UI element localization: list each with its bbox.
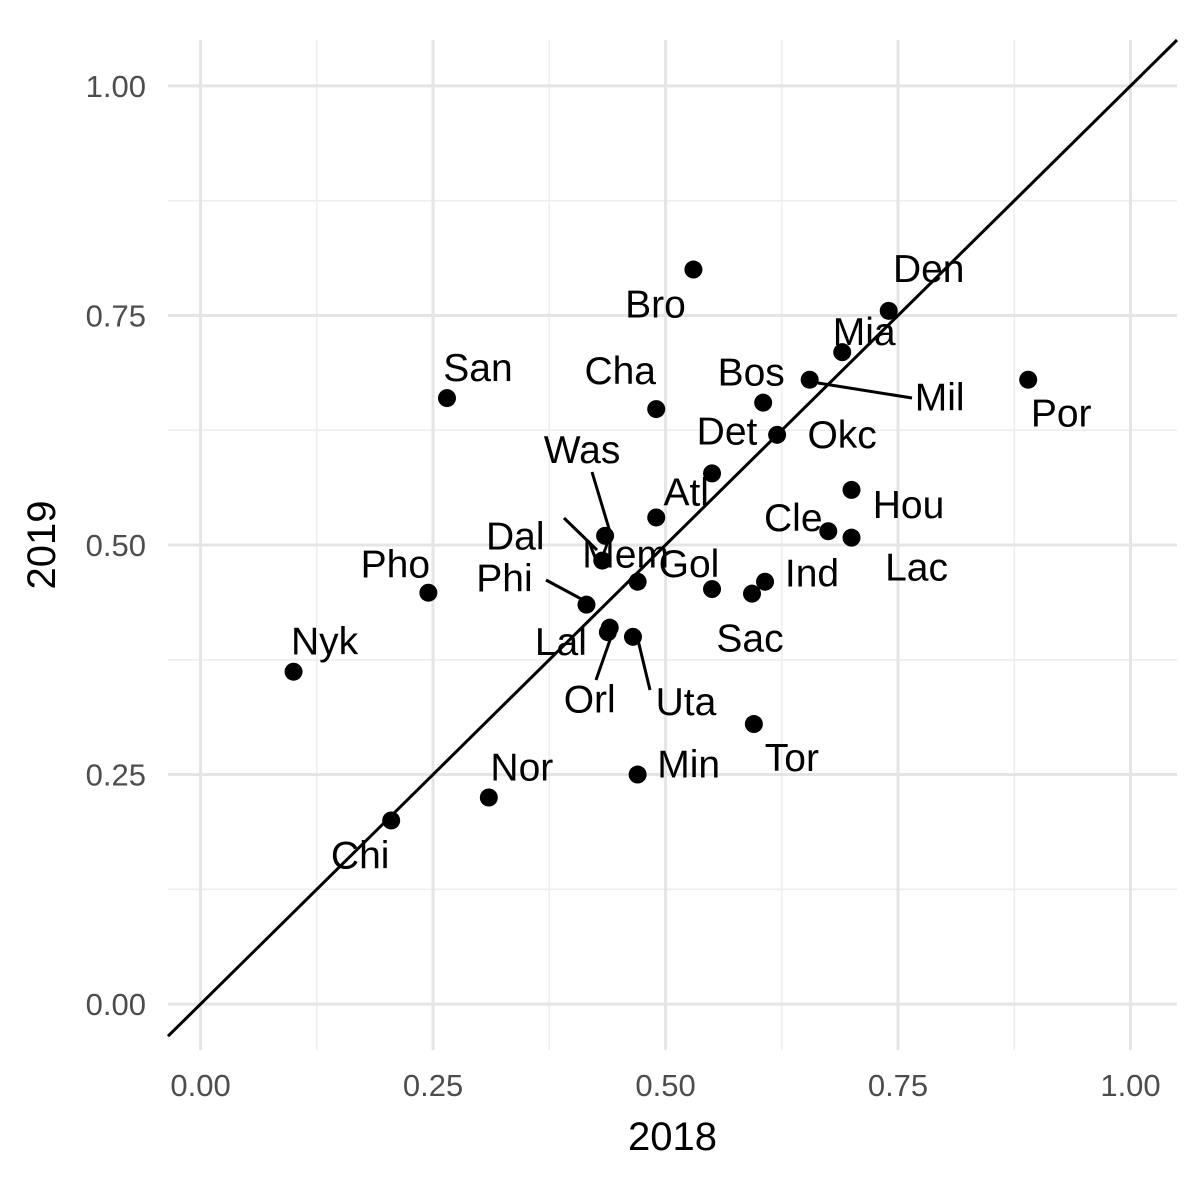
- point-label-san: San: [443, 347, 512, 390]
- point-nyk: [284, 662, 303, 681]
- point-label-sac: Sac: [716, 618, 783, 661]
- leader-line-mil: [817, 381, 913, 400]
- point-label-hou: Hou: [873, 484, 945, 527]
- point-label-cle: Cle: [764, 497, 823, 540]
- point-label-tor: Tor: [765, 737, 819, 780]
- point-label-chi: Chi: [331, 834, 390, 877]
- point-label-nor: Nor: [490, 747, 553, 790]
- y-tick-label: 0.00: [86, 987, 146, 1022]
- point-label-por: Por: [1031, 393, 1092, 436]
- point-mem: [628, 572, 647, 591]
- point-label-bos: Bos: [718, 352, 785, 395]
- point-chi: [382, 811, 401, 830]
- y-tick-label: 1.00: [86, 69, 146, 104]
- identity-reference-line: [166, 38, 1179, 1038]
- leader-line-dal: [562, 516, 599, 552]
- y-tick-label: 0.50: [86, 528, 146, 563]
- point-atl: [647, 508, 666, 527]
- point-label-uta: Uta: [656, 681, 717, 724]
- point-dal: [593, 551, 612, 570]
- point-label-bro: Bro: [625, 284, 686, 327]
- point-label-cha: Cha: [584, 350, 656, 393]
- point-gol: [703, 580, 722, 599]
- leader-line-orl: [594, 639, 612, 681]
- x-tick-label: 1.00: [1100, 1068, 1160, 1103]
- leader-line-was: [590, 471, 612, 533]
- point-label-was: Was: [544, 429, 621, 472]
- point-label-mil: Mil: [915, 377, 965, 420]
- x-axis-title: 2018: [628, 1115, 717, 1159]
- point-den: [879, 301, 898, 320]
- leader-line-uta: [636, 639, 652, 691]
- x-tick-label: 0.25: [403, 1068, 463, 1103]
- point-uta: [623, 627, 642, 646]
- point-bos: [754, 393, 773, 412]
- point-por: [1019, 370, 1038, 389]
- point-labels: Bro Den Mia Mil Por San Cha Bos Det Okc Hou Cle Lac A…: [291, 248, 1092, 878]
- point-mia: [833, 343, 852, 362]
- point-label-min: Min: [657, 744, 720, 787]
- point-label-pho: Pho: [361, 544, 430, 587]
- point-phi: [577, 595, 596, 614]
- point-was: [596, 526, 615, 545]
- point-label-lal: Lal: [535, 621, 587, 664]
- point-san: [437, 389, 456, 408]
- point-label-mia: Mia: [833, 311, 896, 354]
- label-leader-lines: [545, 381, 913, 691]
- y-tick-label: 0.25: [86, 758, 146, 793]
- point-label-dal: Dal: [486, 516, 545, 559]
- point-det: [703, 464, 722, 483]
- y-axis-title: 2019: [20, 501, 64, 590]
- leader-line-phi: [545, 578, 586, 603]
- point-okc: [768, 425, 787, 444]
- point-label-orl: Orl: [564, 679, 616, 722]
- x-tick-label: 0.50: [635, 1068, 695, 1103]
- point-cle: [819, 522, 838, 541]
- point-tor: [744, 715, 763, 734]
- grid: [168, 40, 1177, 1050]
- point-ind: [756, 572, 775, 591]
- x-tick-label: 0.00: [170, 1068, 230, 1103]
- point-lac: [842, 528, 861, 547]
- point-hou: [842, 480, 861, 499]
- point-nor: [479, 788, 498, 807]
- point-label-den: Den: [893, 248, 965, 291]
- point-label-nyk: Nyk: [291, 621, 359, 664]
- point-label-okc: Okc: [807, 414, 876, 457]
- point-label-gol: Gol: [659, 543, 720, 586]
- point-label-lac: Lac: [885, 547, 948, 590]
- point-cha: [647, 400, 666, 419]
- point-orl: [600, 618, 619, 637]
- point-sac: [743, 584, 762, 603]
- point-label-det: Det: [697, 410, 758, 453]
- point-label-ind: Ind: [785, 553, 839, 596]
- point-bro: [684, 260, 703, 279]
- data-points: [284, 260, 1038, 830]
- point-label-mem: Mem: [582, 534, 669, 577]
- x-tick-label: 0.75: [868, 1068, 928, 1103]
- axes: 0.00 0.25 0.50 0.75 1.00 0.00 0.25 0.50 0.75 1.00: [86, 69, 1161, 1103]
- y-tick-label: 0.75: [86, 298, 146, 333]
- point-pho: [419, 583, 438, 602]
- point-label-phi: Phi: [476, 558, 532, 601]
- point-mil: [800, 370, 819, 389]
- point-label-atl: Atl: [663, 471, 709, 514]
- point-min: [628, 765, 647, 784]
